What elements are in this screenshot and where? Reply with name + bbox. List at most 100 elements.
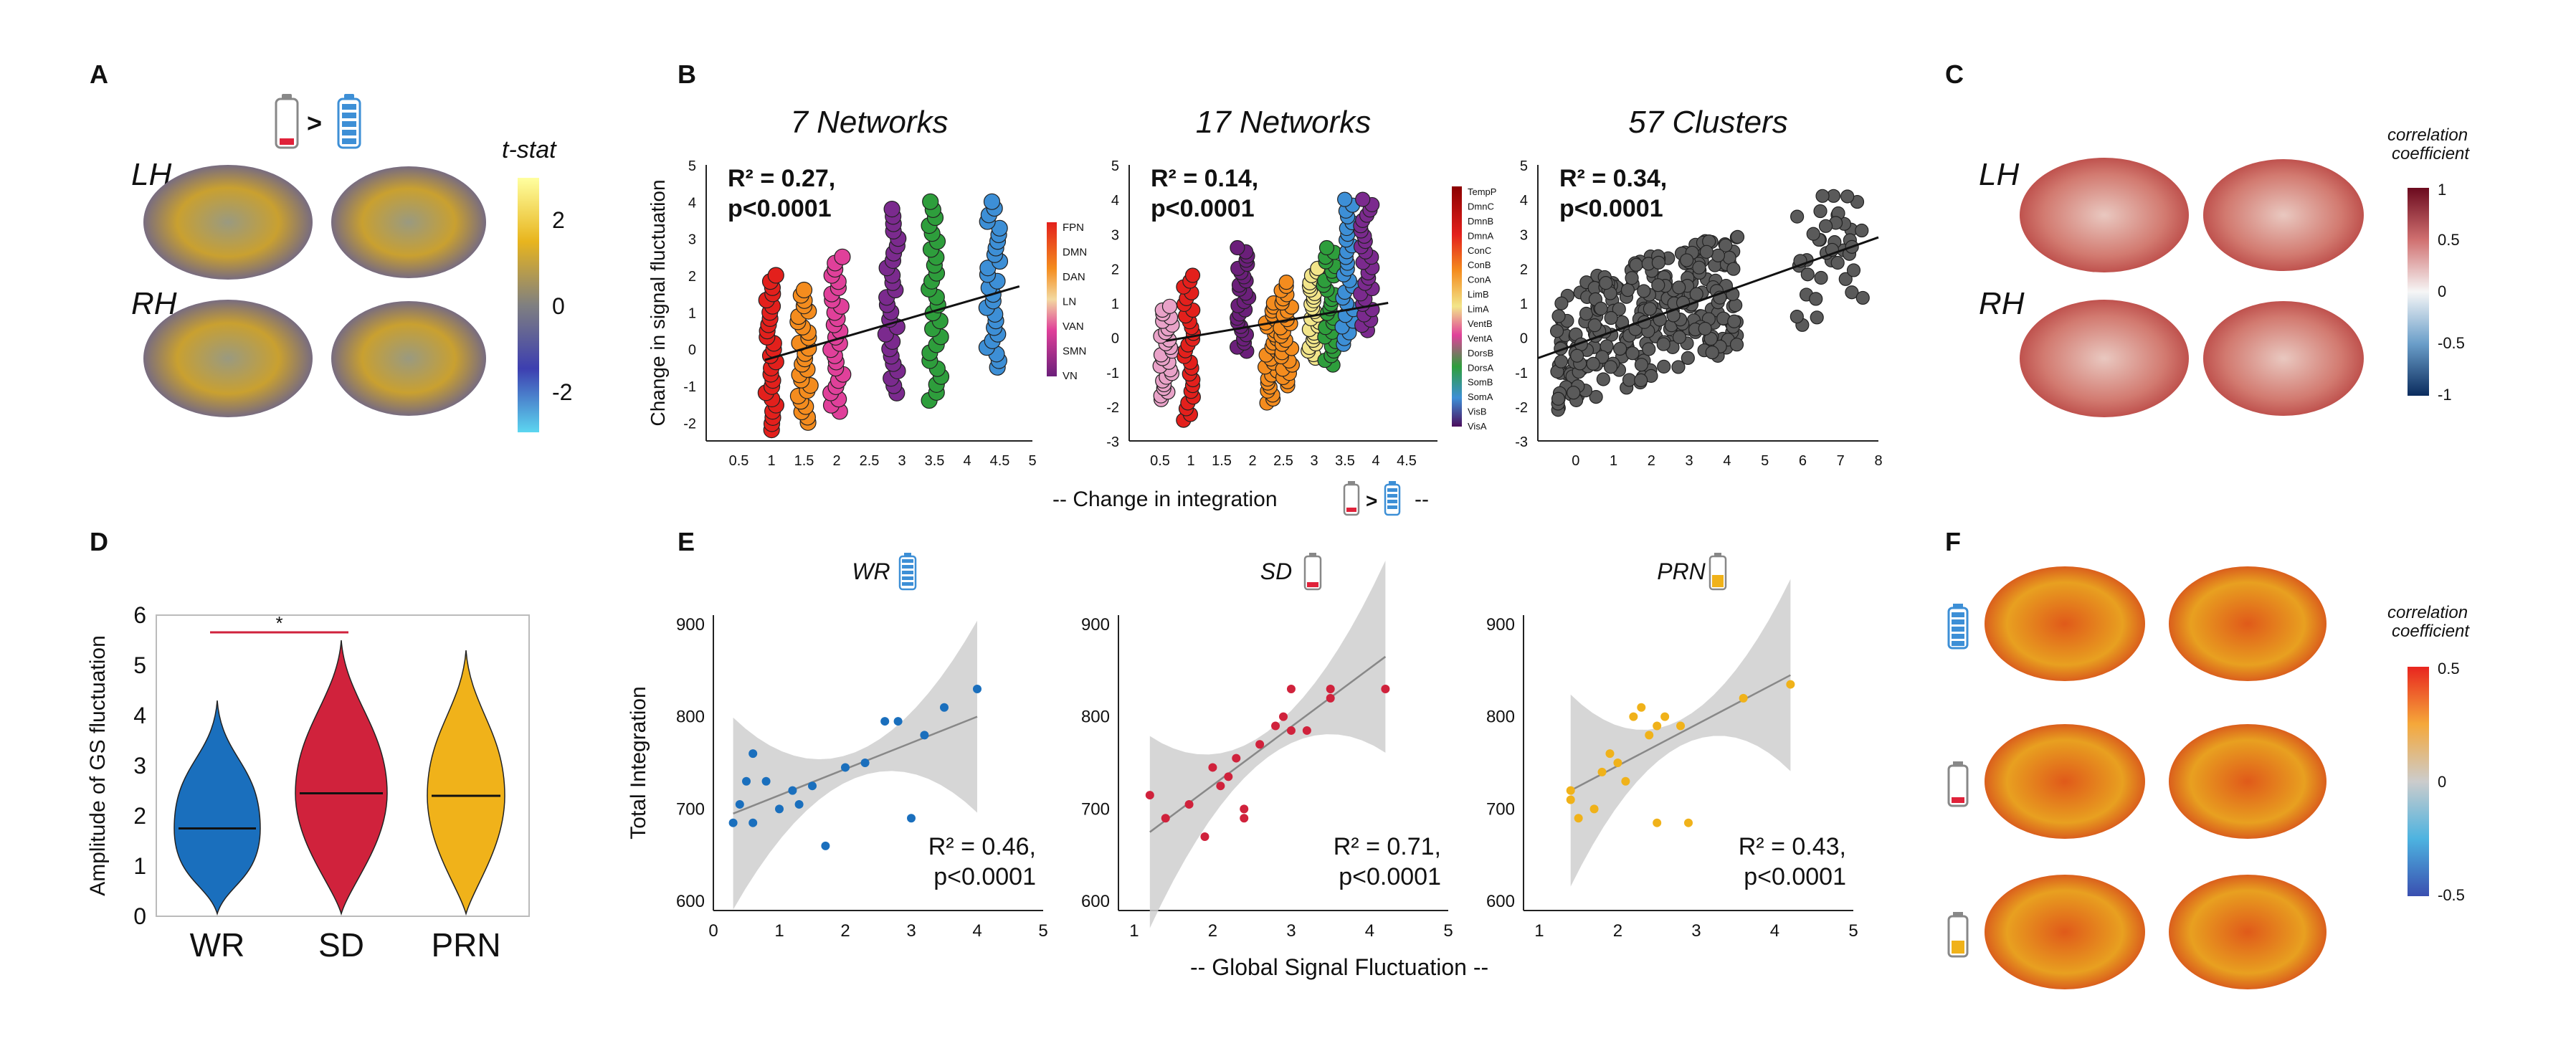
data-point — [1566, 786, 1575, 795]
legend-entry: LimA — [1468, 304, 1489, 315]
panel-letter: A — [90, 60, 108, 89]
colorbar-tick: 0 — [552, 293, 565, 319]
data-point — [748, 818, 758, 827]
battery-cap — [1714, 553, 1721, 556]
r2-label: R² = 0.27, — [728, 165, 835, 192]
battery-full-icon — [337, 94, 361, 149]
data-point — [735, 799, 744, 809]
y-tick-label: 2 — [688, 269, 696, 285]
data-point — [1809, 292, 1823, 306]
x-tick-label: 4.5 — [990, 453, 1010, 469]
x-tick-label: 7 — [1837, 453, 1845, 469]
data-point — [1551, 309, 1566, 323]
data-point — [1613, 759, 1622, 767]
data-point — [1786, 680, 1795, 689]
y-tick-label: 600 — [676, 892, 705, 911]
brain-lh-medial — [2203, 159, 2364, 271]
y-tick-label: 900 — [676, 615, 705, 634]
chart-sd: SD 900 800 700 600 1 2 3 4 5 R² = 0.71, p<0.0001 — [1081, 553, 1453, 941]
legend-entry: DmnB — [1468, 216, 1493, 227]
x-tick-label: 0 — [1572, 453, 1579, 469]
p-label: p<0.0001 — [728, 195, 832, 222]
x-tick-label: 5 — [1038, 921, 1047, 941]
x-tick-label: 4 — [1770, 921, 1779, 941]
y-tick-label: -2 — [1515, 400, 1528, 416]
y-tick-label: 800 — [1081, 708, 1110, 727]
violin — [427, 650, 505, 916]
panel-letter: D — [90, 527, 108, 556]
data-point — [1549, 324, 1564, 338]
r2-label: R² = 0.43, — [1739, 833, 1846, 860]
chart-title: 7 Networks — [790, 105, 948, 140]
panel-letter: B — [678, 60, 696, 89]
y-tick-label: 600 — [1486, 892, 1515, 911]
x-tick-label: 6 — [1799, 453, 1807, 469]
data-point — [1653, 818, 1662, 827]
y-tick-label: 4 — [688, 195, 696, 211]
colorbar-tick: 0.5 — [2438, 660, 2460, 678]
r2-label: R² = 0.14, — [1151, 165, 1258, 192]
legend-entry: DorsB — [1468, 348, 1493, 358]
data-point — [1680, 253, 1694, 267]
legend-entry: FPN — [1063, 222, 1084, 234]
data-point — [841, 763, 850, 772]
data-point — [1684, 818, 1693, 827]
data-point — [1634, 358, 1649, 372]
data-point — [1660, 712, 1670, 721]
x-tick-label: 4.5 — [1397, 453, 1417, 469]
x-tick-label: 5 — [1443, 921, 1453, 941]
data-point — [1278, 275, 1294, 290]
panel-b: B 7 Networks 5 4 3 2 1 0 -1 -2 0.5 1 1.5 2 2.5 3 3.5 4 4.… — [647, 60, 1883, 516]
x-tick-label: 3 — [1286, 921, 1296, 941]
plot-frame — [156, 614, 530, 917]
data-point — [767, 267, 784, 284]
data-point — [920, 731, 929, 740]
legend-entry: VisB — [1468, 407, 1487, 417]
x-tick-label: 3 — [1691, 921, 1701, 941]
y-tick-label: -3 — [1106, 434, 1119, 450]
data-point — [922, 193, 939, 210]
data-point — [1355, 191, 1371, 207]
y-tick-label: -1 — [683, 379, 696, 395]
data-point — [1838, 272, 1853, 286]
brain-lh-medial — [331, 166, 486, 278]
data-point — [1629, 257, 1643, 272]
data-point — [1739, 693, 1748, 703]
data-point — [1846, 263, 1861, 277]
legend-entry: ConB — [1468, 260, 1491, 270]
battery-cell — [1307, 582, 1318, 587]
x-tick-label: 1 — [774, 921, 784, 941]
y-tick-label: 0 — [1111, 331, 1119, 347]
x-tick-label: 2.5 — [1273, 453, 1293, 469]
data-point — [1729, 338, 1744, 352]
y-tick-label: 5 — [1111, 158, 1119, 174]
battery-cap — [1309, 553, 1316, 556]
battery-low-icon — [1343, 481, 1360, 516]
violin — [295, 640, 388, 916]
data-point — [1855, 223, 1869, 238]
chart-17-networks: 17 Networks 5 4 3 2 1 0 -1 -2 -3 0.5 1 1.5 2 2.5 3 3.5 4 4… — [1106, 105, 1496, 469]
y-tick-label: -2 — [683, 416, 696, 432]
data-point — [1637, 284, 1651, 298]
colorbar-tick: -1 — [2438, 386, 2452, 404]
battery-low-icon — [275, 94, 299, 149]
data-point — [1634, 373, 1648, 387]
data-point — [1318, 239, 1335, 256]
legend-entry: ConA — [1468, 275, 1491, 285]
data-point — [1224, 772, 1233, 781]
x-tick-label: 0.5 — [729, 453, 749, 469]
data-point — [907, 814, 916, 823]
data-point — [1596, 372, 1610, 386]
b-x-caption-suffix: -- — [1415, 488, 1429, 511]
chart-57-clusters: 57 Clusters 5 4 3 2 1 0 -1 -2 -3 0 1 2 3 4 5 6 7 8 R² = 0.3… — [1515, 105, 1882, 469]
x-tick-label: 1.5 — [794, 453, 814, 469]
x-tick-label: 2 — [840, 921, 850, 941]
data-point — [1184, 799, 1194, 809]
brain-rh-lateral — [143, 300, 313, 417]
data-point — [1830, 255, 1845, 270]
data-point — [1230, 239, 1245, 256]
data-point — [1651, 255, 1665, 270]
data-point — [1672, 330, 1687, 344]
